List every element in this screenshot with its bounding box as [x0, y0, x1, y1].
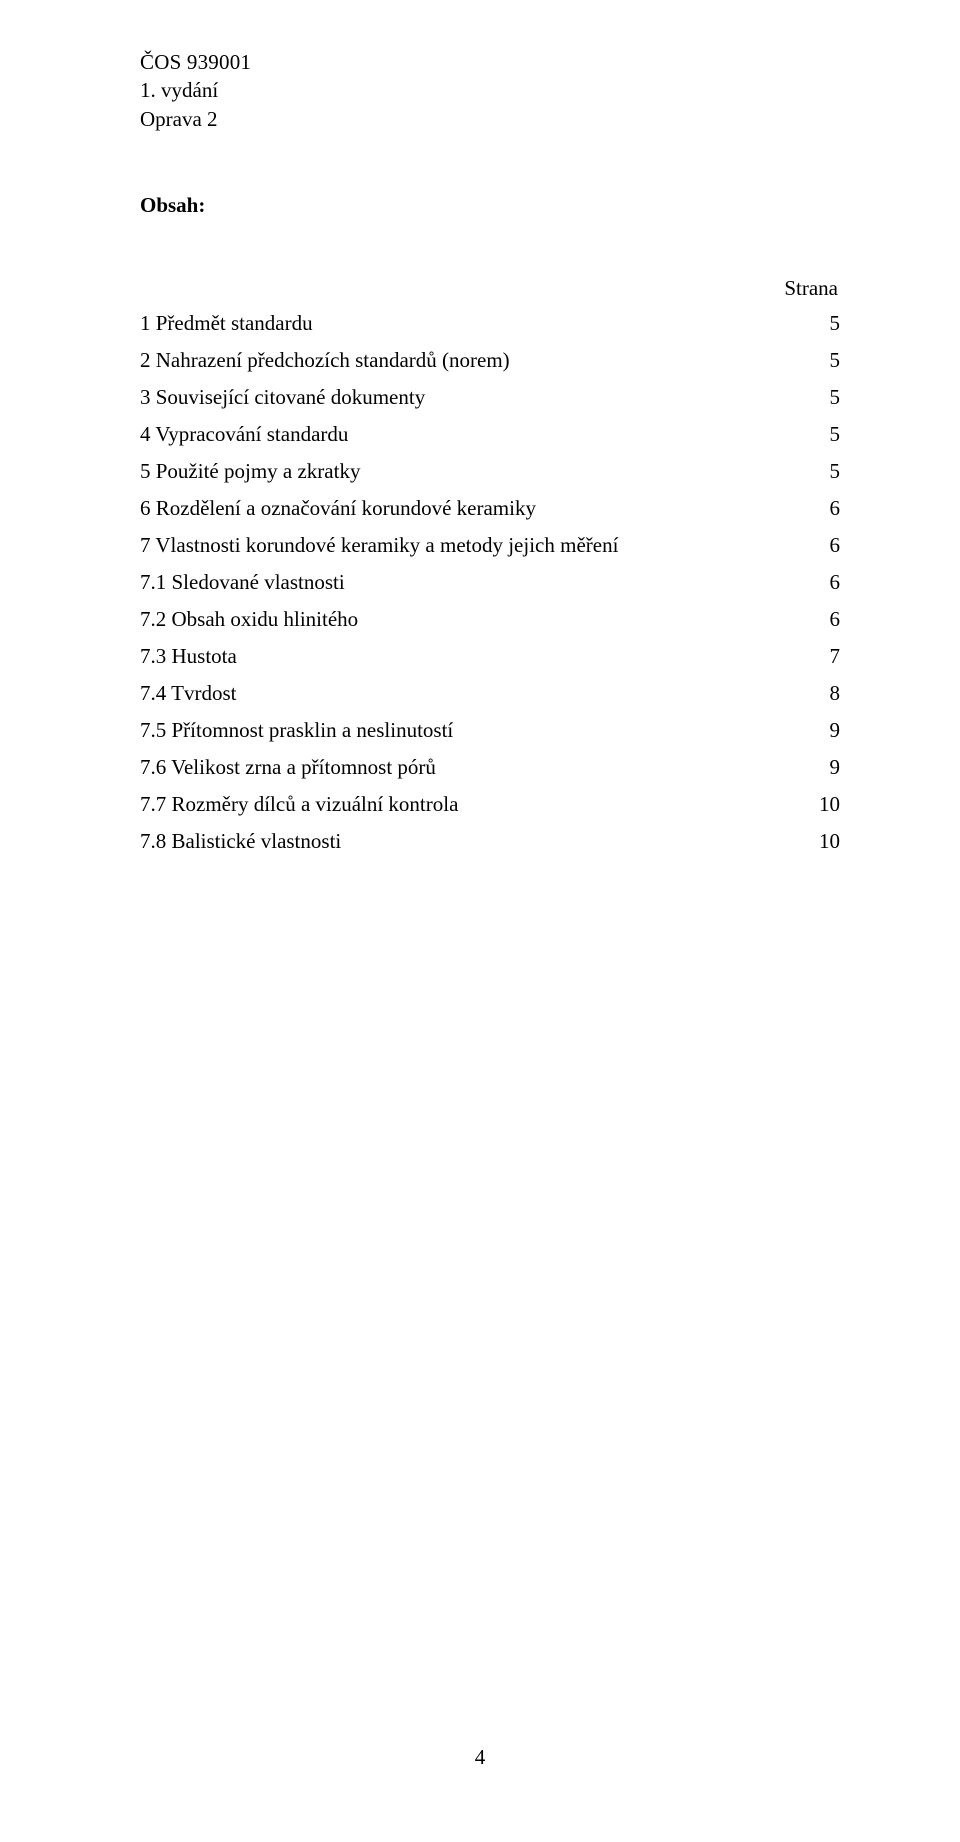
toc-entry-text: Obsah oxidu hlinitého — [172, 607, 359, 631]
toc-entry-number: 4 — [140, 422, 151, 446]
toc-entry-number: 1 — [140, 311, 151, 335]
toc-entry-page: 5 — [800, 459, 840, 484]
toc-entry-text: Nahrazení předchozích standardů (norem) — [156, 348, 510, 372]
toc-entry-label: 7.8 Balistické vlastnosti — [140, 829, 800, 854]
page: ČOS 939001 1. vydání Oprava 2 Obsah: Str… — [0, 0, 960, 1842]
toc-entry-text: Hustota — [172, 644, 237, 668]
toc-row: 7.7 Rozměry dílců a vizuální kontrola10 — [140, 792, 840, 817]
toc-entry-text: Předmět standardu — [156, 311, 313, 335]
toc-entry-page: 6 — [800, 570, 840, 595]
toc-entry-label: 1 Předmět standardu — [140, 311, 800, 336]
toc-entry-label: 7.1 Sledované vlastnosti — [140, 570, 800, 595]
toc-entry-number: 5 — [140, 459, 151, 483]
toc-page-column-header: Strana — [140, 276, 840, 301]
toc-entry-page: 6 — [800, 496, 840, 521]
toc-entry-label: 7.7 Rozměry dílců a vizuální kontrola — [140, 792, 800, 817]
doc-correction: Oprava 2 — [140, 105, 840, 133]
toc-entry-text: Vypracování standardu — [155, 422, 348, 446]
toc-entry-label: 4 Vypracování standardu — [140, 422, 800, 447]
toc-entry-page: 6 — [800, 607, 840, 632]
toc-entry-page: 10 — [800, 792, 840, 817]
toc-entry-number: 3 — [140, 385, 151, 409]
toc-row: 4 Vypracování standardu5 — [140, 422, 840, 447]
toc-entry-page: 6 — [800, 533, 840, 558]
document-header: ČOS 939001 1. vydání Oprava 2 — [140, 48, 840, 133]
toc-entry-number: 7.3 — [140, 644, 166, 668]
toc-entry-text: Tvrdost — [171, 681, 236, 705]
toc-entry-number: 6 — [140, 496, 151, 520]
toc-entry-number: 7 — [140, 533, 151, 557]
toc-entry-number: 7.7 — [140, 792, 166, 816]
page-number: 4 — [0, 1745, 960, 1770]
toc-entry-page: 5 — [800, 348, 840, 373]
toc-entry-label: 7.2 Obsah oxidu hlinitého — [140, 607, 800, 632]
toc-entry-label: 7.5 Přítomnost prasklin a neslinutostí — [140, 718, 800, 743]
toc-row: 7.5 Přítomnost prasklin a neslinutostí9 — [140, 718, 840, 743]
toc-entry-label: 3 Související citované dokumenty — [140, 385, 800, 410]
toc-row: 1 Předmět standardu5 — [140, 311, 840, 336]
toc-entry-text: Související citované dokumenty — [156, 385, 425, 409]
toc-entry-page: 9 — [800, 718, 840, 743]
toc-entry-label: 7 Vlastnosti korundové keramiky a metody… — [140, 533, 800, 558]
toc-entry-page: 5 — [800, 422, 840, 447]
toc-entry-page: 10 — [800, 829, 840, 854]
toc-entry-number: 7.6 — [140, 755, 166, 779]
toc-entry-text: Balistické vlastnosti — [172, 829, 342, 853]
toc-row: 7.3 Hustota7 — [140, 644, 840, 669]
toc-entry-number: 2 — [140, 348, 151, 372]
toc-row: 3 Související citované dokumenty5 — [140, 385, 840, 410]
toc-entry-text: Rozdělení a označování korundové keramik… — [156, 496, 536, 520]
toc-row: 6 Rozdělení a označování korundové keram… — [140, 496, 840, 521]
toc-row: 7.8 Balistické vlastnosti10 — [140, 829, 840, 854]
toc-row: 7.4 Tvrdost8 — [140, 681, 840, 706]
toc-entry-page: 8 — [800, 681, 840, 706]
toc-entry-label: 2 Nahrazení předchozích standardů (norem… — [140, 348, 800, 373]
toc-entry-number: 7.1 — [140, 570, 166, 594]
toc-entry-label: 7.3 Hustota — [140, 644, 800, 669]
toc-entry-page: 5 — [800, 311, 840, 336]
toc-entry-number: 7.5 — [140, 718, 166, 742]
toc-entry-page: 5 — [800, 385, 840, 410]
toc-entry-label: 6 Rozdělení a označování korundové keram… — [140, 496, 800, 521]
toc-entry-label: 7.6 Velikost zrna a přítomnost pórů — [140, 755, 800, 780]
toc-entry-text: Velikost zrna a přítomnost pórů — [171, 755, 436, 779]
toc-row: 7.1 Sledované vlastnosti6 — [140, 570, 840, 595]
toc-row: 7.6 Velikost zrna a přítomnost pórů9 — [140, 755, 840, 780]
toc-entry-number: 7.4 — [140, 681, 166, 705]
toc-row: 5 Použité pojmy a zkratky5 — [140, 459, 840, 484]
toc-row: 7 Vlastnosti korundové keramiky a metody… — [140, 533, 840, 558]
toc-entry-page: 9 — [800, 755, 840, 780]
toc-entry-number: 7.8 — [140, 829, 166, 853]
toc-entry-number: 7.2 — [140, 607, 166, 631]
toc-entry-text: Použité pojmy a zkratky — [156, 459, 361, 483]
toc-entry-text: Sledované vlastnosti — [172, 570, 345, 594]
toc-title-text: Obsah — [140, 193, 198, 217]
toc-row: 2 Nahrazení předchozích standardů (norem… — [140, 348, 840, 373]
toc-entry-text: Rozměry dílců a vizuální kontrola — [172, 792, 459, 816]
toc-title-colon: : — [198, 193, 205, 217]
toc-entry-text: Vlastnosti korundové keramiky a metody j… — [155, 533, 618, 557]
toc-entry-label: 7.4 Tvrdost — [140, 681, 800, 706]
toc-entry-text: Přítomnost prasklin a neslinutostí — [172, 718, 454, 742]
doc-code: ČOS 939001 — [140, 48, 840, 76]
toc-entry-page: 7 — [800, 644, 840, 669]
toc-entry-label: 5 Použité pojmy a zkratky — [140, 459, 800, 484]
toc-list: 1 Předmět standardu52 Nahrazení předchoz… — [140, 311, 840, 854]
doc-edition: 1. vydání — [140, 76, 840, 104]
toc-row: 7.2 Obsah oxidu hlinitého6 — [140, 607, 840, 632]
toc-title: Obsah: — [140, 193, 840, 218]
